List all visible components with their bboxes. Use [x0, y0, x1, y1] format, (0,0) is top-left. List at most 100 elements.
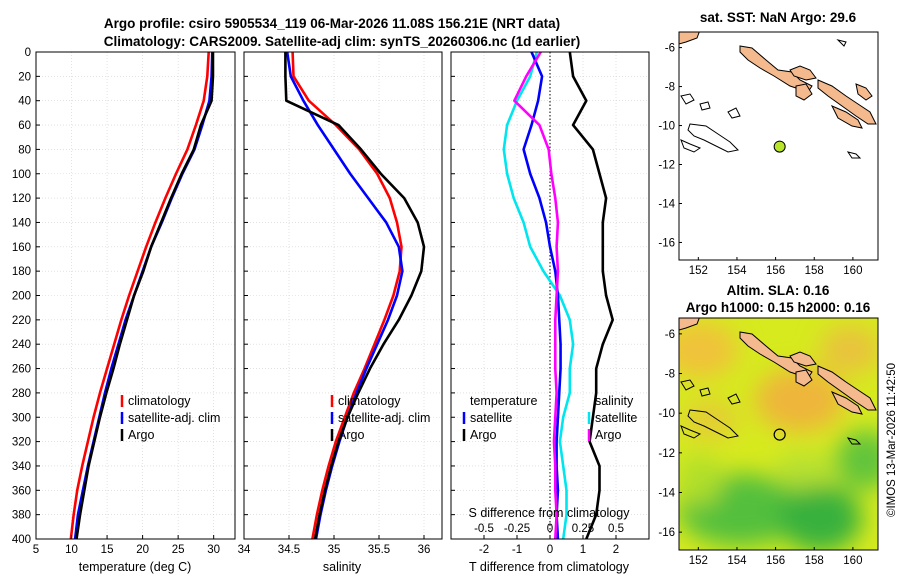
line-s-diff-satellite [522, 51, 562, 540]
x-tick-label: 10 [65, 544, 78, 556]
legend-climatology: climatology [128, 394, 191, 408]
x-tick-label: 0 [547, 544, 553, 556]
sla-map: Altim. SLA: 0.16 Argo h1000: 0.15 h2000:… [658, 283, 879, 567]
y-tick-label: 340 [12, 461, 31, 473]
legend-t-argo: Argo [470, 428, 496, 442]
line-satellite-adj-clim [73, 51, 214, 540]
x-top-tick-label: 0.5 [608, 523, 624, 535]
x-top-tick-label: 0.25 [572, 523, 594, 535]
temperature-panel: 5 10 15 20 25 30 0 20 40 60 80 100 120 140 160 180 200 2… [12, 47, 236, 574]
x-top-tick-label: 0 [547, 523, 553, 535]
sla-field [679, 318, 878, 550]
title-line2: Climatology: CARS2009. Satellite-adj cli… [104, 34, 580, 49]
lon-tick-label: 160 [843, 555, 862, 567]
lat-tick-label: -6 [665, 329, 675, 341]
x-tick-label: 34.5 [278, 544, 300, 556]
y-tick-label: 60 [18, 120, 31, 132]
legend-satellite: satellite-adj. clim [128, 411, 220, 425]
line-argo [75, 52, 215, 540]
x-top-tick-label: -0.25 [504, 523, 530, 535]
lon-tick-label: 156 [766, 555, 785, 567]
sst-map-title: sat. SST: NaN Argo: 29.6 [700, 10, 857, 25]
y-tick-label: 100 [12, 169, 31, 181]
y-tick-label: 200 [12, 291, 31, 303]
x-tick-label: 35 [328, 544, 341, 556]
legend-s-argo: Argo [595, 428, 621, 442]
y-tick-label: 260 [12, 364, 31, 376]
sst-map: sat. SST: NaN Argo: 29.6 152 154 156 158 160… [658, 10, 879, 277]
lon-tick-label: 154 [727, 555, 747, 567]
salinity-xlabel: salinity [323, 560, 362, 574]
lat-tick-label: -12 [658, 448, 675, 460]
title-line1: Argo profile: csiro 5905534_119 06-Mar-2… [104, 16, 560, 31]
lon-tick-label: 156 [766, 265, 785, 277]
y-tick-label: 160 [12, 242, 31, 254]
y-tick-label: 240 [12, 339, 31, 351]
legend-climatology: climatology [338, 394, 401, 408]
x-tick-label: 35.5 [368, 544, 390, 556]
x-tick-label: 2 [613, 544, 619, 556]
sst-coastline [679, 32, 877, 159]
temperature-legend: climatology satellite-adj. clim Argo [120, 394, 220, 442]
x-tick-label: 25 [172, 544, 185, 556]
x-tick-label: 36 [418, 544, 431, 556]
difference-legend: temperature satellite Argo salinity sate… [462, 394, 637, 442]
line-argo [284, 52, 426, 540]
y-tick-label: 220 [12, 315, 31, 327]
x-tick-label: 30 [207, 544, 220, 556]
argo-float-marker [773, 140, 786, 153]
legend-salinity: salinity [595, 394, 634, 408]
line-climatology [69, 51, 211, 540]
legend-t-satellite: satellite [470, 411, 512, 425]
lat-tick-label: -6 [665, 43, 675, 55]
lat-tick-label: -14 [658, 487, 675, 499]
lat-tick-label: -16 [658, 527, 675, 539]
lat-tick-label: -8 [665, 82, 675, 94]
lat-tick-label: -16 [658, 237, 675, 249]
lat-tick-label: -14 [658, 198, 675, 210]
salinity-legend: climatology satellite-adj. clim Argo [330, 394, 430, 442]
sla-title-line1: Altim. SLA: 0.16 [727, 283, 830, 298]
lat-tick-label: -12 [658, 160, 675, 172]
x-tick-label: 1 [580, 544, 586, 556]
y-tick-label: 140 [12, 217, 31, 229]
x-tick-label: 34 [238, 544, 251, 556]
line-t-diff-argo [568, 51, 615, 540]
lon-tick-label: 158 [805, 555, 824, 567]
y-tick-label: 80 [18, 144, 31, 156]
lat-tick-label: -10 [658, 121, 675, 133]
x-tick-label: 15 [101, 544, 114, 556]
lon-tick-label: 158 [805, 265, 824, 277]
y-tick-label: 40 [18, 96, 31, 108]
x-top-tick-label: -0.5 [474, 523, 494, 535]
salinity-panel: 34 34.5 35 35.5 36 salinity climatology sate… [238, 51, 443, 574]
lat-tick-label: -8 [665, 369, 675, 381]
t-diff-xlabel: T difference from climatology [469, 560, 630, 574]
temperature-xlabel: temperature (deg C) [79, 560, 192, 574]
s-diff-xlabel: S difference from climatology [469, 506, 631, 520]
argo-float-marker [773, 428, 786, 441]
y-tick-label: 300 [12, 412, 31, 424]
line-s-diff-argo [513, 51, 560, 540]
lon-tick-label: 160 [843, 265, 862, 277]
x-tick-label: 5 [33, 544, 39, 556]
lon-tick-label: 152 [689, 555, 708, 567]
line-climatology [291, 51, 403, 540]
y-tick-label: 0 [25, 47, 31, 59]
x-tick-label: -1 [512, 544, 522, 556]
y-tick-label: 320 [12, 437, 31, 449]
credit-text: ©IMOS 13-Mar-2026 11:42:50 [886, 363, 898, 517]
legend-argo: Argo [338, 428, 364, 442]
lon-tick-label: 152 [689, 265, 708, 277]
x-tick-label: -2 [479, 544, 489, 556]
y-tick-label: 120 [12, 193, 31, 205]
y-tick-label: 180 [12, 266, 31, 278]
sla-title-line2: Argo h1000: 0.15 h2000: 0.16 [686, 300, 871, 315]
line-t-diff-satellite [502, 51, 575, 540]
y-tick-label: 360 [12, 485, 31, 497]
legend-argo: Argo [128, 428, 154, 442]
x-tick-label: 20 [136, 544, 149, 556]
y-tick-label: 380 [12, 510, 31, 522]
legend-s-satellite: satellite [595, 411, 637, 425]
